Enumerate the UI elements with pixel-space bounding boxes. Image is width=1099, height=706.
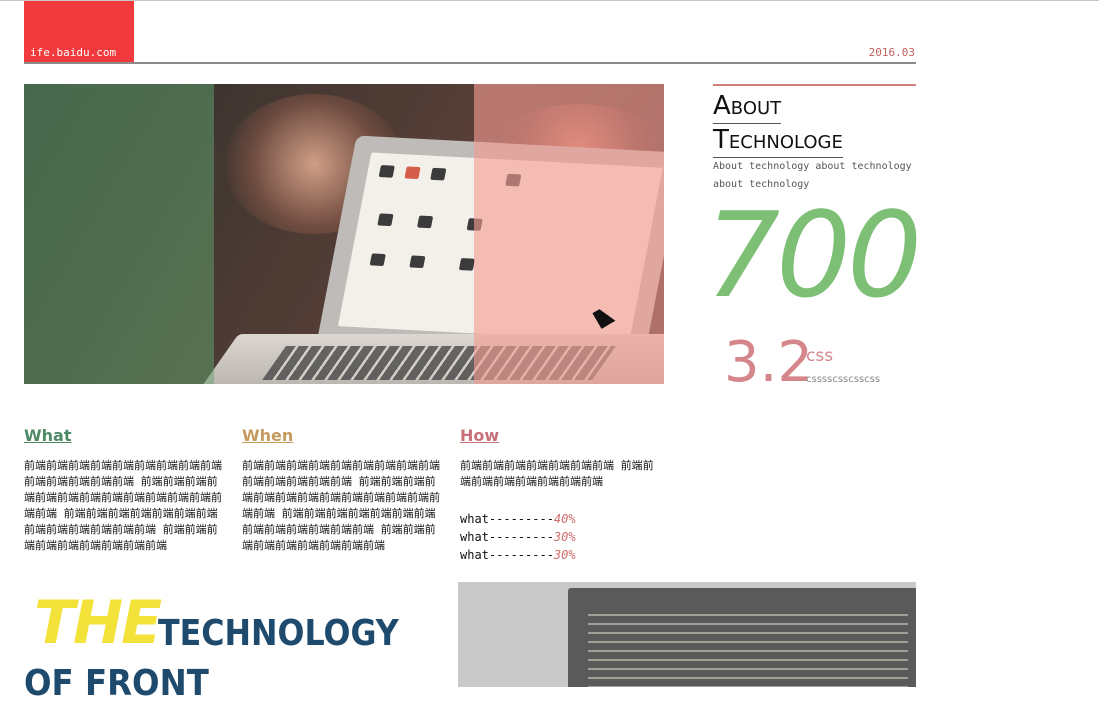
column-how-text: 前端前端前端前端前端前端前端 前端前端前端前端前端前端前端前端 [460,459,654,488]
column-when: When 前端前端前端前端前端前端前端前端前端前端前端前端前端前端 前端前端前端… [242,426,442,554]
big-statistic: 700 [705,186,922,324]
about-title-line2: Technologe [713,124,843,158]
stat-percent: 30% [553,530,576,544]
green-overlay [24,84,214,384]
issue-date: 2016.03 [868,46,915,59]
stat-label: what--------- [460,530,554,544]
code-editor-photo [458,582,916,687]
stat-list: what---------40% what---------30% what--… [460,510,660,564]
about-title: About Technologe [713,90,913,158]
clear-overlay [214,84,474,384]
headline-technology: TECHNOLOGY [158,613,399,654]
stat-row: what---------30% [460,528,660,546]
hero-image [24,84,664,384]
about-title-line1: About [713,90,782,124]
headline-the: THE [34,588,162,658]
stat-percent: 40% [553,512,576,526]
top-border [0,0,1099,1]
stat-row: what---------30% [460,546,660,564]
sub-statistic: 3.2 [724,330,814,395]
column-what: What 前端前端前端前端前端前端前端前端前端前端前端前端前端前端 前端前端前端… [24,426,224,554]
sub-statistic-unit: css [806,346,834,366]
stat-label: what--------- [460,548,554,562]
code-lines [588,614,908,687]
column-when-text: 前端前端前端前端前端前端前端前端前端前端前端前端前端前端 前端前端前端前端前端前… [242,459,440,552]
stat-row: what---------40% [460,510,660,528]
header-divider [24,62,916,64]
column-when-title[interactable]: When [242,426,294,445]
pink-overlay [474,84,664,384]
about-description: About technology about technology about … [713,161,912,190]
stat-label: what--------- [460,512,554,526]
logo-text: ife.baidu.com [30,46,117,59]
column-how-title[interactable]: How [460,426,500,445]
column-how: How 前端前端前端前端前端前端前端 前端前端前端前端前端前端前端前端 what… [460,426,660,564]
sub-statistic-caption: csssscsscsscss [806,374,881,385]
logo[interactable]: ife.baidu.com [24,1,134,62]
column-what-title[interactable]: What [24,426,72,445]
headline-of-front: OF FRONT [24,663,209,704]
stat-percent: 30% [553,548,576,562]
column-what-text: 前端前端前端前端前端前端前端前端前端前端前端前端前端前端 前端前端前端前端前端前… [24,459,222,552]
about-divider [713,84,916,86]
